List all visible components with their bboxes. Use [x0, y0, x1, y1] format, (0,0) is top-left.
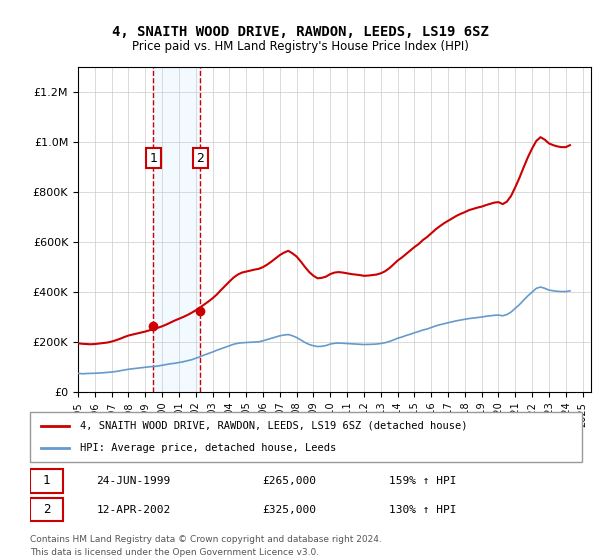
Text: This data is licensed under the Open Government Licence v3.0.: This data is licensed under the Open Gov…	[30, 548, 319, 557]
FancyBboxPatch shape	[30, 498, 63, 521]
Text: 1: 1	[43, 474, 50, 487]
FancyBboxPatch shape	[30, 412, 582, 462]
Text: 12-APR-2002: 12-APR-2002	[96, 505, 170, 515]
Text: Contains HM Land Registry data © Crown copyright and database right 2024.: Contains HM Land Registry data © Crown c…	[30, 535, 382, 544]
Text: 130% ↑ HPI: 130% ↑ HPI	[389, 505, 457, 515]
Text: 24-JUN-1999: 24-JUN-1999	[96, 476, 170, 486]
Text: Price paid vs. HM Land Registry's House Price Index (HPI): Price paid vs. HM Land Registry's House …	[131, 40, 469, 53]
Text: 2: 2	[197, 152, 205, 165]
FancyBboxPatch shape	[30, 469, 63, 493]
Text: 159% ↑ HPI: 159% ↑ HPI	[389, 476, 457, 486]
Text: 4, SNAITH WOOD DRIVE, RAWDON, LEEDS, LS19 6SZ: 4, SNAITH WOOD DRIVE, RAWDON, LEEDS, LS1…	[112, 25, 488, 39]
Text: 1: 1	[149, 152, 157, 165]
Text: 4, SNAITH WOOD DRIVE, RAWDON, LEEDS, LS19 6SZ (detached house): 4, SNAITH WOOD DRIVE, RAWDON, LEEDS, LS1…	[80, 421, 467, 431]
Text: HPI: Average price, detached house, Leeds: HPI: Average price, detached house, Leed…	[80, 443, 336, 453]
Bar	[154, 67, 200, 392]
Text: 2: 2	[43, 503, 50, 516]
Text: £265,000: £265,000	[262, 476, 316, 486]
Text: £325,000: £325,000	[262, 505, 316, 515]
